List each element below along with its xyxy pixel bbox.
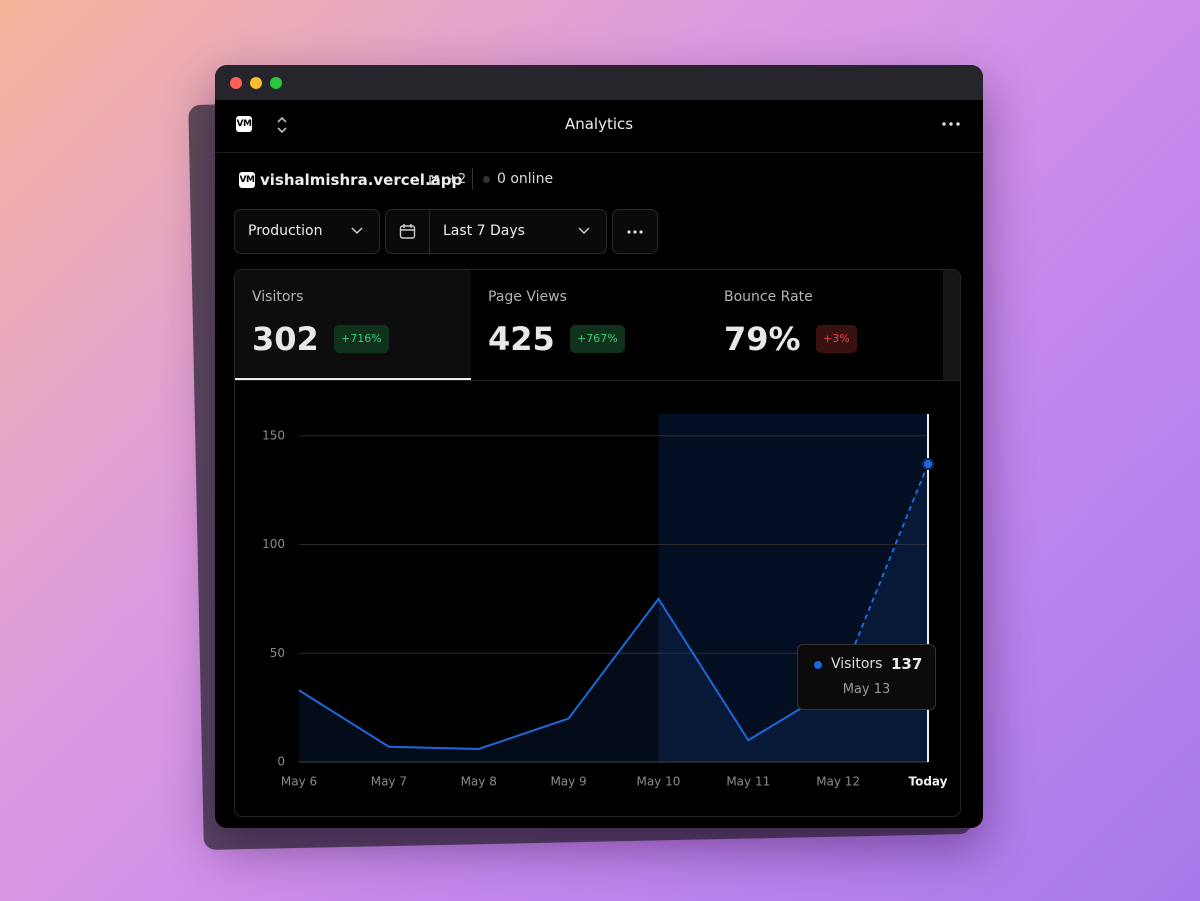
line [298,597,839,750]
chart: 0 50 100 150 May 6 May 7 May 8 May 9 May 10 May 1… [262,414,948,789]
x-tick-label: May 10 [636,775,680,789]
minimize-button[interactable] [250,77,262,89]
stat-label: Bounce Rate [724,289,813,305]
stat-tab[interactable]: Bounce Rate 79% +3% [707,270,944,380]
window: VM Analytics VM vishalmishra.vercel.app … [215,65,983,828]
external-link-icon[interactable] [428,174,440,186]
x-tick-label: May 9 [550,775,586,789]
stat-change: +767% [570,325,625,353]
x-tick-label: May 11 [726,775,770,789]
site-logo: VM [239,172,255,188]
calendar-icon [399,224,416,239]
site-extra[interactable]: +2 [447,172,467,187]
switch-icon[interactable] [275,115,289,135]
y-tick-label: 100 [262,537,285,551]
menu-icon[interactable] [941,120,961,128]
range-label: Last 7 Days [443,223,525,239]
point [922,458,934,471]
header: VM Analytics [215,100,983,153]
x-tick-label: May 6 [281,775,317,789]
range-select[interactable]: Last 7 Days [385,209,607,254]
stat-label: Page Views [488,289,567,305]
online-count: 0 online [497,171,554,187]
online-dot [483,176,490,183]
stat-tab[interactable]: Page Views 425 +767% [471,270,708,380]
stat-label: Visitors [252,289,304,305]
tab-filler [943,270,960,380]
stat-value: 79% [724,320,801,358]
logo[interactable]: VM [236,116,252,132]
maximize-button[interactable] [270,77,282,89]
environment-label: Production [248,223,323,239]
x-tick-label: May 12 [816,775,860,789]
stat-change: +3% [816,325,857,353]
title-bar [215,65,983,100]
tooltip: Visitors 137 May 13 [797,644,936,710]
window-title: Analytics [564,115,634,133]
more-icon [627,230,643,234]
close-button[interactable] [230,77,242,89]
stat-value: 302 [252,320,319,358]
divider [429,210,430,253]
more-button[interactable] [612,209,658,254]
x-tick-label: May 7 [371,775,407,789]
area [299,464,928,762]
stat-change: +716% [334,325,389,353]
chevron [351,227,363,235]
y-tick-label: 0 [277,755,285,769]
tooltip-date: May 13 [842,682,891,697]
site-domain[interactable]: vishalmishra.vercel.app [260,171,463,189]
x-tick-label: May 8 [461,775,497,789]
tooltip-swatch [814,661,822,669]
x-tick-label: Today [909,775,948,789]
environment-select[interactable]: Production [234,209,380,254]
chevron [578,227,590,235]
stat-value: 425 [488,320,555,358]
tooltip-series: Visitors [831,656,883,672]
active-indicator [235,378,471,380]
divider [235,380,960,381]
y-tick-label: 150 [262,428,285,442]
analytics-panel: Visitors 302 +716% Page Views 425 +767% Bounce… [234,269,961,817]
tooltip-value: 137 [891,655,923,673]
divider [472,168,473,190]
y-tick-label: 50 [270,646,285,660]
stat-tab[interactable]: Visitors 302 +716% [235,270,472,380]
